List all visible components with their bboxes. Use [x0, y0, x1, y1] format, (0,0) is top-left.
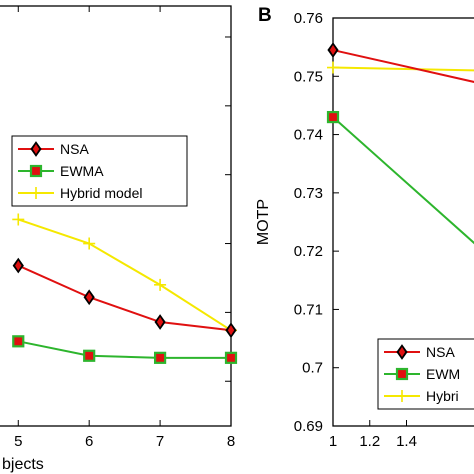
panel-a-legend-marker-core [32, 144, 40, 154]
panel-a-point-nsa-core [156, 317, 164, 328]
panel-b-legend-label: Hybri [426, 388, 459, 404]
panel-a-point-ewma [83, 349, 96, 362]
panel-b-legend-label: NSA [426, 344, 455, 360]
panel-b-legend-marker-core [398, 347, 406, 357]
panel-b-point-hybrid-model [327, 61, 339, 74]
panel-b-legend-marker [396, 390, 408, 402]
panel-a-x-axis-label: bjects [2, 456, 44, 473]
panel-b-y-tick-label: 0.73 [294, 185, 323, 202]
panel-a: 5 6 7 8 bjects NSA EWMA Hybrid model [0, 5, 238, 473]
panel-b-y-axis-label: MOTP [255, 199, 272, 245]
panel-b: B 0.69 0.7 0.71 0.72 0.73 0.74 0.75 0.76 1 1.2 1.4 M… [255, 5, 474, 450]
panel-b-series-line-nsa [332, 49, 474, 83]
panel-a-series-line-hybrid-model [17, 218, 232, 332]
panel-a-point-ewma [153, 351, 167, 364]
panel-b-x-tick-label: 1 [329, 433, 337, 450]
panel-b-y-tick-label: 0.76 [294, 10, 323, 27]
panel-a-axes-frame [0, 5, 232, 427]
panel-b-y-tick-label: 0.69 [294, 418, 323, 435]
panel-a-point-hybrid-model [83, 237, 96, 250]
panel-a-series-line-nsa [17, 264, 232, 332]
panel-a-point-hybrid-model [12, 213, 25, 226]
panel-a-legend-label: EWMA [60, 163, 104, 179]
panel-b-y-tick-label: 0.71 [294, 301, 323, 318]
panel-a-legend-label: Hybrid model [60, 185, 142, 201]
panel-b-legend-marker [395, 367, 409, 381]
panel-a-series-line-ewma [18, 340, 231, 359]
panel-a-point-hybrid-model [154, 278, 167, 291]
panel-b-y-tick-label: 0.75 [294, 68, 323, 85]
panel-b-y-tick-label: 0.7 [302, 360, 323, 377]
panel-a-point-ewma [224, 351, 238, 364]
panel-a-legend-marker [29, 164, 43, 178]
panel-b-letter: B [258, 5, 272, 26]
panel-b-x-tick-label: 1.2 [359, 433, 380, 450]
panel-a-point-nsa-core [85, 292, 93, 303]
panel-b-series-line-hybrid-model [332, 66, 474, 72]
panel-b-x-tick-label: 1.4 [396, 433, 417, 450]
panel-b-point-ewma [326, 110, 340, 124]
panel-a-legend-label: NSA [60, 141, 89, 157]
panel-b-series-line-ewma [332, 116, 474, 245]
panel-a-x-tick-label: 7 [156, 433, 164, 450]
panel-a-x-tick-label: 5 [14, 433, 22, 450]
panel-b-legend-label: EWM [426, 366, 460, 382]
panel-a-point-nsa-core [227, 325, 235, 336]
panel-a-x-tick-label: 6 [85, 433, 93, 450]
panel-b-y-tick-label: 0.72 [294, 243, 323, 260]
panel-a-legend-marker [30, 187, 42, 199]
panel-b-point-nsa-core [329, 45, 337, 56]
panel-a-point-nsa-core [15, 260, 22, 271]
panel-a-legend [11, 135, 188, 207]
panel-b-y-tick-label: 0.74 [294, 127, 323, 144]
panel-a-point-ewma [12, 335, 25, 348]
panel-a-x-tick-label: 8 [227, 433, 235, 450]
